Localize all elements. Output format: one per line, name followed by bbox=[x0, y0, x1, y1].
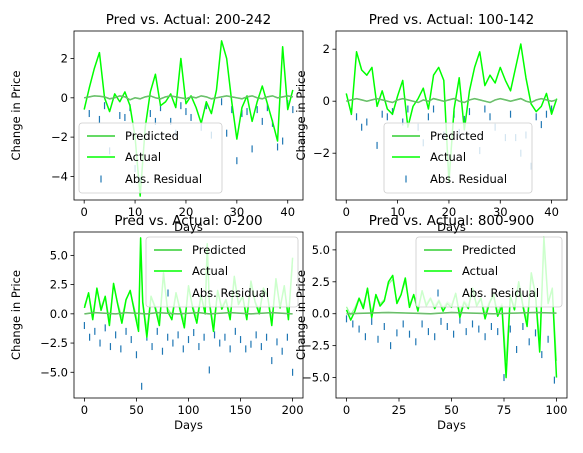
x-tick-label: 25 bbox=[392, 403, 407, 417]
legend: Predicted Actual Abs. Residual bbox=[145, 236, 299, 308]
legend: Predicted Actual Abs. Residual bbox=[78, 122, 223, 194]
y-tick-label: −2.5 bbox=[302, 339, 330, 353]
y-tick-label: −4 bbox=[51, 169, 68, 183]
predicted-gray-line bbox=[84, 312, 293, 315]
x-tick-label: 20 bbox=[179, 205, 194, 219]
legend-label: Abs. Residual bbox=[430, 172, 507, 186]
predicted-gray-line bbox=[346, 311, 557, 315]
actual-line bbox=[83, 40, 294, 197]
y-tick-label: 2 bbox=[323, 42, 330, 56]
legend-label: Predicted bbox=[192, 243, 246, 257]
x-tick-label: 150 bbox=[230, 403, 252, 417]
legend-label: Actual bbox=[192, 264, 228, 278]
y-tick-label: 5.0 bbox=[50, 248, 68, 262]
predicted-gray-line bbox=[84, 95, 293, 101]
legend-box bbox=[78, 122, 223, 194]
y-tick-label: 5.0 bbox=[312, 243, 330, 257]
subplot-4: 0 25 50 75 100 −5.0 −2.5 0.0 2.5 5.0 Days Change in… bbox=[294, 213, 567, 432]
legend: Predicted Actual Abs. Residual bbox=[415, 236, 563, 308]
legend-label: Abs. Residual bbox=[125, 172, 202, 186]
y-tick-label: 2.5 bbox=[50, 278, 68, 292]
y-tick-label: 0 bbox=[323, 94, 330, 108]
axes-frame bbox=[73, 30, 304, 201]
legend-label: Actual bbox=[462, 264, 498, 278]
x-tick-label: 0 bbox=[343, 205, 350, 219]
x-tick-label: 0 bbox=[343, 403, 350, 417]
legend-box bbox=[145, 236, 299, 308]
subplot-title: Pred vs. Actual: 800-900 bbox=[369, 213, 534, 229]
subplot-title: Pred vs. Actual: 0-200 bbox=[114, 213, 262, 229]
y-tick-label: −2 bbox=[51, 130, 68, 144]
y-axis-label: Change in Price bbox=[294, 270, 308, 360]
x-tick-label: 20 bbox=[442, 205, 457, 219]
x-tick-label: 40 bbox=[544, 205, 559, 219]
legend-label: Predicted bbox=[462, 243, 516, 257]
x-tick-label: 10 bbox=[390, 205, 405, 219]
legend-label: Abs. Residual bbox=[192, 286, 269, 300]
y-tick-label: −2 bbox=[313, 146, 330, 160]
x-tick-label: 50 bbox=[129, 403, 144, 417]
legend-label: Abs. Residual bbox=[462, 286, 539, 300]
x-tick-label: 0 bbox=[81, 403, 88, 417]
y-tick-label: 2.5 bbox=[312, 275, 330, 289]
x-tick-label: 200 bbox=[282, 403, 304, 417]
y-axis-label: Change in Price bbox=[9, 270, 23, 360]
x-axis-label: Days bbox=[174, 220, 203, 234]
subplot-title: Pred vs. Actual: 100-142 bbox=[369, 12, 534, 28]
legend-box bbox=[383, 122, 533, 194]
y-tick-label: −5.0 bbox=[302, 371, 330, 385]
plot-area bbox=[83, 40, 294, 197]
subplot-3: 0 50 100 150 200 −5.0 −2.5 0.0 2.5 5.0 Days Change … bbox=[9, 213, 304, 432]
legend-box bbox=[415, 236, 563, 308]
y-tick-label: −2.5 bbox=[40, 336, 68, 350]
y-tick-label: 2 bbox=[61, 52, 68, 66]
y-axis-label: Change in Price bbox=[294, 71, 308, 161]
y-tick-label: 0.0 bbox=[50, 307, 68, 321]
legend-label: Predicted bbox=[430, 129, 484, 143]
legend: Predicted Actual Abs. Residual bbox=[383, 122, 533, 194]
subplot-2: 0 10 20 30 40 −2 0 2 Days Change in Price Pred vs.… bbox=[294, 12, 568, 234]
x-axis-label: Days bbox=[437, 418, 466, 432]
y-tick-label: 0.0 bbox=[312, 307, 330, 321]
x-tick-label: 30 bbox=[230, 205, 245, 219]
subplot-title: Pred vs. Actual: 200-242 bbox=[106, 12, 271, 28]
legend-label: Actual bbox=[125, 150, 161, 164]
x-tick-label: 100 bbox=[546, 403, 568, 417]
x-tick-label: 30 bbox=[493, 205, 508, 219]
x-tick-label: 75 bbox=[497, 403, 512, 417]
axes-frame bbox=[335, 30, 568, 201]
x-tick-label: 50 bbox=[444, 403, 459, 417]
legend-label: Actual bbox=[430, 150, 466, 164]
x-tick-label: 0 bbox=[81, 205, 88, 219]
x-tick-label: 100 bbox=[178, 403, 200, 417]
x-tick-label: 40 bbox=[280, 205, 295, 219]
legend-label: Predicted bbox=[125, 129, 179, 143]
subplot-1: 0 10 20 30 40 −4 −2 0 2 Days Change in Price Pred v… bbox=[9, 12, 304, 234]
x-axis-label: Days bbox=[174, 418, 203, 432]
x-tick-label: 10 bbox=[128, 205, 143, 219]
predicted-gray-line bbox=[346, 98, 557, 104]
y-axis-label: Change in Price bbox=[9, 71, 23, 161]
y-tick-label: 0 bbox=[61, 91, 68, 105]
y-tick-label: −5.0 bbox=[40, 365, 68, 379]
x-axis-label: Days bbox=[437, 220, 466, 234]
